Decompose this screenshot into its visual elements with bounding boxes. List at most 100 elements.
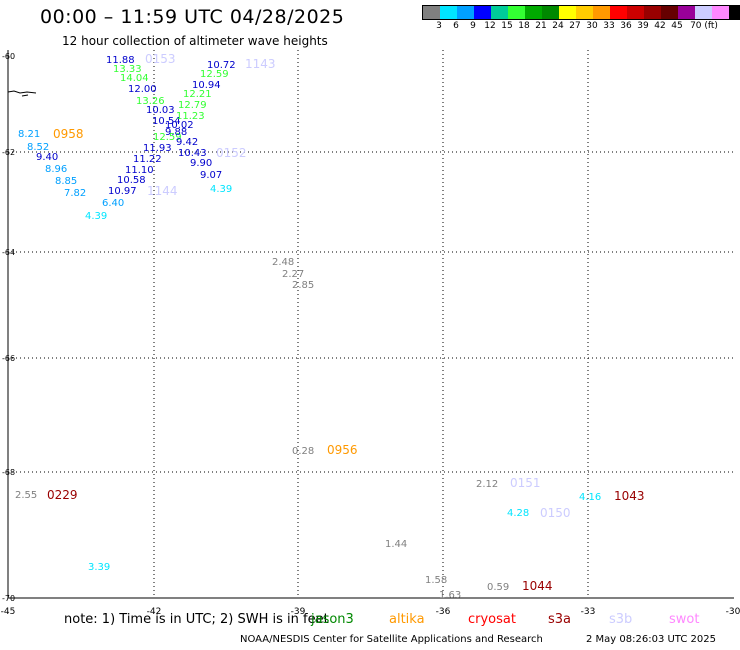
wave-height-label: 7.82 xyxy=(64,188,86,199)
wave-height-label: 9.90 xyxy=(190,158,212,169)
wave-height-label: 3.39 xyxy=(88,562,110,573)
lon-tick-label: -42 xyxy=(147,607,162,617)
wave-height-colorbar xyxy=(422,5,740,20)
wave-height-label: 14.04 xyxy=(120,73,149,84)
wave-height-label: 4.39 xyxy=(210,184,232,195)
pass-time-label: 1043 xyxy=(614,489,645,503)
wave-height-label: 10.54 xyxy=(152,116,181,127)
pass-time-label: 0150 xyxy=(540,506,571,520)
satellite-legend-item: swot xyxy=(669,612,700,627)
wave-height-label: 12.00 xyxy=(128,84,157,95)
lon-tick-label: -33 xyxy=(581,607,596,617)
coastline xyxy=(21,94,29,97)
wave-height-label: 4.39 xyxy=(85,211,107,222)
wave-height-label: 13.33 xyxy=(113,64,142,75)
wave-height-label: 10.94 xyxy=(192,80,221,91)
lat-tick-label: -70 xyxy=(2,594,15,603)
colorbar-label: 70 (ft) xyxy=(690,21,718,31)
colorbar-label: 30 xyxy=(586,21,598,31)
wave-height-label: 9.40 xyxy=(36,152,58,163)
wave-height-label: 1.63 xyxy=(439,590,461,601)
wave-height-label: 10.58 xyxy=(117,175,146,186)
wave-height-label: 8.52 xyxy=(27,142,49,153)
wave-height-label: 10.43 xyxy=(178,148,207,159)
lon-tick-label: -39 xyxy=(291,607,306,617)
colorbar-swatch xyxy=(729,6,740,19)
lon-tick-label: -45 xyxy=(1,607,16,617)
pass-time-label: 0152 xyxy=(216,146,247,160)
colorbar-swatch xyxy=(508,6,525,19)
colorbar-swatch xyxy=(644,6,661,19)
page-title: 00:00 – 11:59 UTC 04/28/2025 xyxy=(40,6,345,28)
colorbar-label: 6 xyxy=(453,21,459,31)
wave-height-label: 11.88 xyxy=(106,55,135,66)
wave-height-label: 12.59 xyxy=(200,69,229,80)
wave-height-label: 2.55 xyxy=(15,490,37,501)
wave-height-label: 8.85 xyxy=(55,176,77,187)
lat-tick-label: -64 xyxy=(2,248,15,257)
colorbar-swatch xyxy=(542,6,559,19)
colorbar-label: 12 xyxy=(484,21,496,31)
wave-height-label: 1.58 xyxy=(425,575,447,586)
colorbar-label: 39 xyxy=(637,21,649,31)
colorbar-label: 15 xyxy=(501,21,513,31)
colorbar-swatch xyxy=(695,6,712,19)
pass-time-label: 1144 xyxy=(147,184,178,198)
pass-time-label: 0151 xyxy=(510,476,541,490)
lat-tick-label: -68 xyxy=(2,468,15,477)
wave-height-label: 2.85 xyxy=(292,280,314,291)
wave-height-label: 12.21 xyxy=(183,89,212,100)
wave-height-label: 11.93 xyxy=(143,143,172,154)
wave-height-label: 11.22 xyxy=(133,154,162,165)
note-text: note: 1) Time is in UTC; 2) SWH is in fe… xyxy=(64,612,329,627)
page-subtitle: 12 hour collection of altimeter wave hei… xyxy=(62,34,328,48)
wave-height-label: 10.72 xyxy=(207,60,236,71)
footer-credit: NOAA/NESDIS Center for Satellite Applica… xyxy=(240,634,543,645)
pass-time-label: 1143 xyxy=(245,57,276,71)
footer-timestamp: 2 May 08:26:03 UTC 2025 xyxy=(586,634,716,645)
colorbar-swatch xyxy=(457,6,474,19)
colorbar-label: 9 xyxy=(470,21,476,31)
colorbar-swatch xyxy=(712,6,729,19)
colorbar-swatch xyxy=(559,6,576,19)
wave-height-label: 2.48 xyxy=(272,257,294,268)
coastline xyxy=(7,90,37,94)
colorbar-label: 33 xyxy=(603,21,615,31)
lon-tick-label: -30 xyxy=(726,607,740,617)
colorbar-labels: 3 6 9 12 15 18 21 24 27 30 33 36 39 42 45 70 (ft) xyxy=(422,21,732,33)
wave-height-label: 10.02 xyxy=(165,120,194,131)
satellite-legend-item: s3a xyxy=(548,612,572,627)
colorbar-label: 42 xyxy=(654,21,666,31)
wave-height-label: 9.88 xyxy=(165,127,187,138)
colorbar-label: 3 xyxy=(436,21,442,31)
colorbar-swatch xyxy=(525,6,542,19)
colorbar-swatch xyxy=(440,6,457,19)
colorbar-label: 45 xyxy=(671,21,683,31)
colorbar-label: 36 xyxy=(620,21,632,31)
wave-height-label: 2.27 xyxy=(282,269,304,280)
colorbar-swatch xyxy=(423,6,440,19)
colorbar-swatch xyxy=(491,6,508,19)
satellite-legend-item: s3b xyxy=(609,612,633,627)
lon-tick-label: -36 xyxy=(436,607,451,617)
pass-time-label: 0229 xyxy=(47,488,78,502)
lat-tick-label: -60 xyxy=(2,52,15,61)
colorbar-swatch xyxy=(593,6,610,19)
pass-time-label: 0153 xyxy=(145,52,176,66)
wave-height-label: 11.10 xyxy=(125,165,154,176)
satellite-legend-item: jason3 xyxy=(311,612,354,627)
wave-height-label: 8.21 xyxy=(18,129,40,140)
wave-height-label: 9.07 xyxy=(200,170,222,181)
wave-height-label: 1.44 xyxy=(385,539,407,550)
wave-height-label: 12.79 xyxy=(178,100,207,111)
wave-height-label: 0.28 xyxy=(292,446,314,457)
pass-time-label: 0956 xyxy=(327,443,358,457)
wave-height-label: 10.03 xyxy=(146,105,175,116)
wave-height-label: 9.42 xyxy=(176,137,198,148)
wave-height-label: 4.16 xyxy=(579,492,601,503)
wave-height-label: 8.96 xyxy=(45,164,67,175)
wave-height-label: 6.40 xyxy=(102,198,124,209)
colorbar-swatch xyxy=(610,6,627,19)
wave-height-label: 11.23 xyxy=(176,111,205,122)
colorbar-swatch xyxy=(474,6,491,19)
